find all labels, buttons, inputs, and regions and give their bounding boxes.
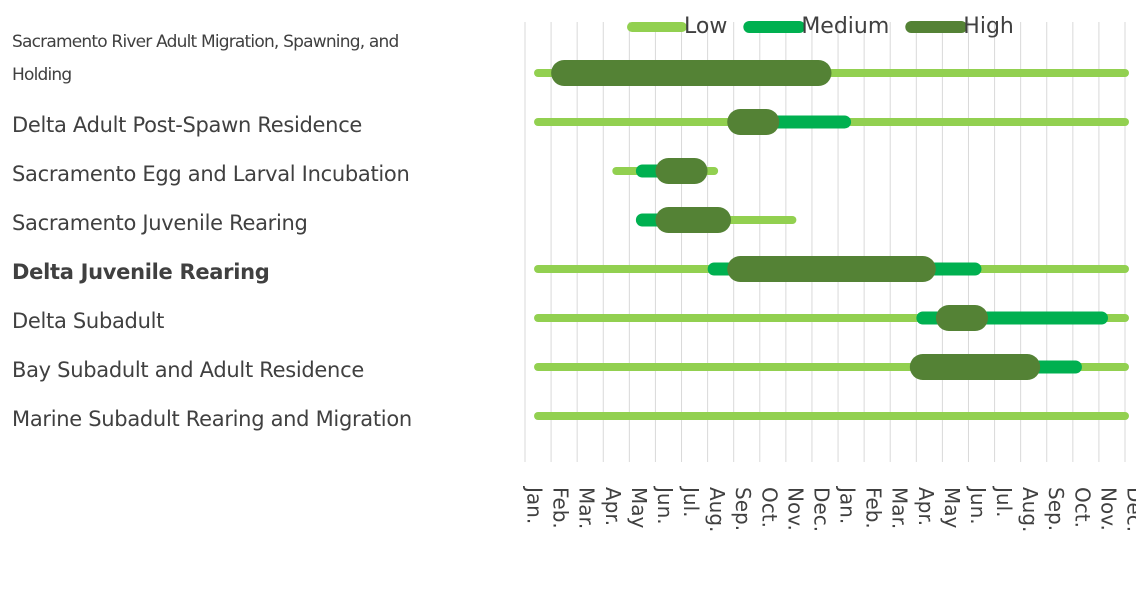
- x-tick-label: May: [940, 487, 964, 529]
- legend-label: Medium: [801, 14, 889, 39]
- x-tick-label: Feb.: [549, 487, 573, 529]
- category-label: Bay Subadult and Adult Residence: [12, 358, 364, 382]
- x-tick-label: Nov.: [1096, 487, 1120, 531]
- x-tick-label: Mar.: [575, 487, 599, 529]
- category-label: Sacramento Egg and Larval Incubation: [12, 162, 410, 186]
- x-tick-label: Jul.: [679, 485, 703, 518]
- x-tick-label: Jun.: [653, 485, 677, 525]
- x-tick-label: Apr.: [601, 487, 625, 526]
- x-tick-label: Dec.: [809, 487, 833, 532]
- x-tick-label: Aug.: [1018, 487, 1042, 532]
- x-tick-label: Dec.: [1123, 487, 1136, 532]
- category-label: Delta Subadult: [12, 309, 165, 333]
- x-tick-label: Apr.: [914, 487, 938, 526]
- x-tick-label: May: [627, 487, 651, 529]
- x-tick-label: Jun.: [966, 485, 990, 525]
- x-tick-label: Sep.: [731, 487, 755, 531]
- x-tick-label: Oct.: [757, 487, 781, 528]
- x-tick-label: Mar.: [888, 487, 912, 529]
- category-label: Delta Adult Post-Spawn Residence: [12, 113, 363, 137]
- x-tick-label: Jan.: [523, 485, 547, 524]
- category-label: Sacramento Juvenile Rearing: [12, 211, 308, 235]
- x-tick-label: Feb.: [862, 487, 886, 529]
- x-tick-label: Oct.: [1070, 487, 1094, 528]
- x-tick-label: Jan.: [836, 485, 860, 524]
- category-label: Delta Juvenile Rearing: [12, 260, 270, 284]
- legend-label: High: [963, 14, 1014, 39]
- legend-label: Low: [684, 14, 727, 39]
- category-label: Sacramento River Adult Migration, Spawni…: [12, 32, 399, 85]
- x-tick-label: Sep.: [1044, 487, 1068, 531]
- category-label: Marine Subadult Rearing and Migration: [12, 407, 412, 431]
- x-tick-label: Jul.: [992, 485, 1016, 518]
- x-tick-label: Aug.: [705, 487, 729, 532]
- x-tick-label: Nov.: [783, 487, 807, 531]
